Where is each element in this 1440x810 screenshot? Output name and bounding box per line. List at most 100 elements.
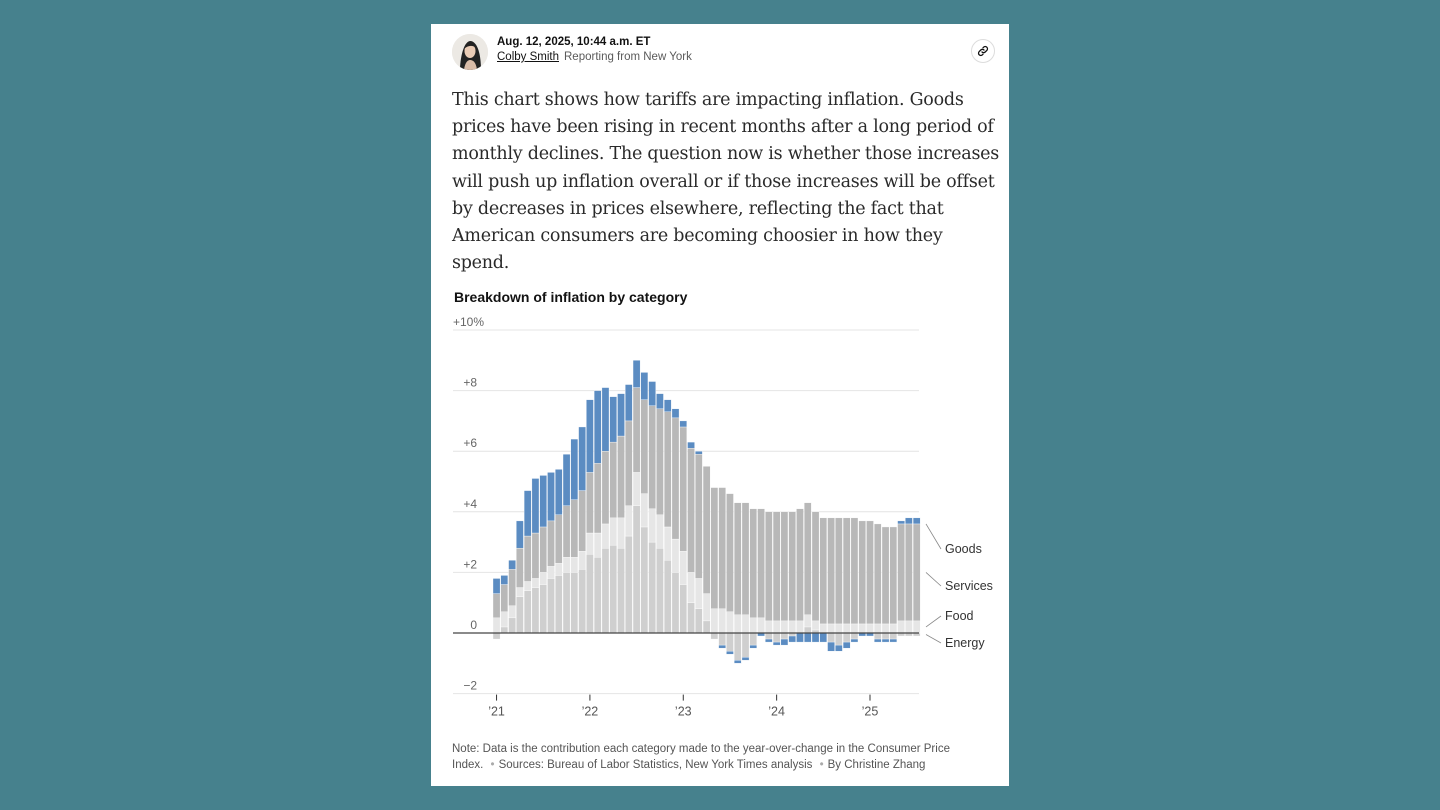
bar-goods [555,469,563,516]
bar-goods [765,638,773,643]
article-card: Aug. 12, 2025, 10:44 a.m. ET Colby Smith… [431,24,1009,786]
bar-energy [663,560,672,634]
bar-services [695,454,703,579]
bar-energy [500,626,509,634]
y-tick-label: +8 [463,376,477,390]
bar-food [780,620,789,634]
bar-food [827,623,835,634]
bar-energy [804,626,812,634]
bar-services [656,408,664,516]
bar-energy [547,578,555,634]
x-tick-label: ’25 [862,705,879,719]
bar-goods [772,641,781,646]
byline-date: Aug. 12, 2025, 10:44 a.m. ET [497,36,651,48]
bar-services [570,499,579,558]
bar-services [741,502,750,615]
bar-energy [679,584,687,634]
bar-goods [539,475,547,528]
copy-link-button[interactable] [971,39,995,63]
bar-energy [656,547,664,634]
bar-goods [749,644,758,649]
bar-services [562,505,571,558]
bar-services [578,490,586,552]
legend-leader [925,615,942,628]
bar-goods [912,517,921,525]
bar-goods [562,454,571,506]
bar-services [710,487,719,609]
x-tick-label: ’23 [675,705,692,719]
bar-services [765,511,773,622]
bar-food [601,523,610,549]
bar-services [866,520,874,625]
bar-services [881,526,890,625]
bar-food [492,617,501,634]
bar-food [617,517,625,549]
bar-food [570,557,579,573]
bar-services [718,487,726,609]
bar-energy [648,541,656,634]
bar-food [500,611,509,628]
bar-food [858,623,866,634]
bar-energy [531,587,540,634]
bar-energy [523,590,532,634]
y-tick-label: −2 [463,679,477,693]
chart-note: Note: Data is the contribution each cate… [452,741,952,773]
legend-leader [925,634,942,644]
bar-services [819,517,828,625]
bar-services [889,526,898,625]
y-tick-label: +10% [453,315,484,329]
bar-services [531,532,540,579]
note-separator: • [490,759,495,771]
bar-services [796,508,804,622]
bar-energy [874,632,882,640]
bar-goods [578,426,586,491]
legend-label-energy: Energy [945,636,985,650]
chart-legend: Goods Services Food Energy [925,523,993,650]
bar-energy [671,572,680,634]
bar-energy [492,632,501,640]
bar-services [516,547,524,588]
bar-services [687,447,695,573]
y-tick-label: 0 [470,618,477,632]
bar-energy [539,584,547,634]
bar-services [702,466,711,594]
bar-goods [804,632,812,643]
bar-energy [695,608,703,634]
bar-energy [850,632,859,640]
bar-food [835,623,843,634]
bar-food [905,620,913,634]
bar-goods [819,632,828,643]
bar-food [734,614,742,634]
bar-services [625,420,633,506]
byline-author-link[interactable]: Colby Smith [497,51,559,63]
bar-goods [842,641,851,649]
bar-services [912,523,921,622]
bar-food [741,614,750,634]
note-sources: Sources: Bureau of Labor Statistics, New… [498,759,813,771]
bar-services [663,411,672,528]
author-avatar[interactable] [452,34,488,70]
bar-services [508,569,516,606]
bar-food [679,551,687,585]
bar-services [617,435,625,519]
legend-label-goods: Goods [945,542,982,556]
bar-energy [562,572,571,634]
bar-food [586,532,594,555]
bar-services [874,523,882,625]
bar-energy [749,632,758,646]
bar-services [726,493,734,612]
bar-energy [702,620,711,634]
bar-food [671,538,680,573]
bar-services [850,517,859,625]
bar-goods [656,393,664,409]
bar-energy [586,554,594,634]
bar-energy [593,557,602,634]
bar-energy [625,535,633,634]
article-paragraph: This chart shows how tariffs are impacti… [452,90,1000,274]
bar-services [648,405,656,509]
bar-services [593,463,602,534]
bar-services [780,511,789,622]
bar-food [897,620,905,634]
bar-goods [632,360,641,388]
bar-energy [881,632,890,640]
